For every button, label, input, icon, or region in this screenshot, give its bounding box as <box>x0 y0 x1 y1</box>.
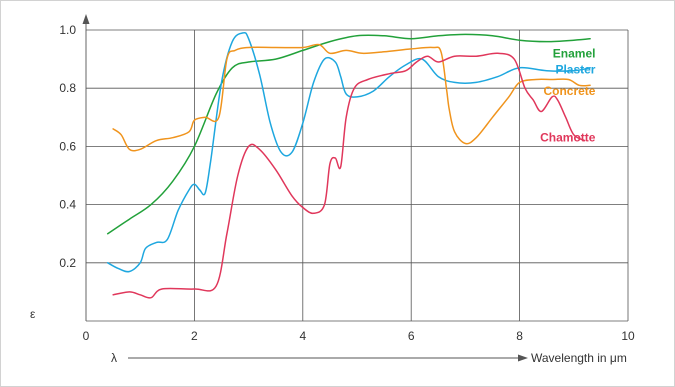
series-label-plaster: Plaster <box>555 62 595 76</box>
x-tick-label: 0 <box>83 329 90 343</box>
series-line-chamotte <box>112 52 586 299</box>
y-tick-label: 1.0 <box>59 23 76 37</box>
x-axis-symbol: λ <box>111 351 117 365</box>
x-tick-label: 4 <box>299 329 306 343</box>
series-label-enamel: Enamel <box>553 46 596 60</box>
y-tick-label: 0.6 <box>59 139 76 153</box>
series-line-enamel <box>106 33 591 235</box>
x-tick-label: 2 <box>191 329 198 343</box>
series-label-concrete: Concrete <box>543 84 595 98</box>
series-line-concrete <box>112 43 591 152</box>
x-tick-label: 8 <box>516 329 523 343</box>
y-tick-label: 0.4 <box>59 198 76 212</box>
x-tick-label: 6 <box>408 329 415 343</box>
x-tick-label: 10 <box>621 329 635 343</box>
y-axis-arrow <box>82 14 90 24</box>
x-axis-arrow <box>518 354 528 362</box>
y-tick-label: 0.8 <box>59 81 76 95</box>
axes: λ Wavelength in μm ε <box>30 14 627 365</box>
series <box>106 31 591 299</box>
series-label-chamotte: Chamotte <box>540 131 596 145</box>
y-tick-label: 0.2 <box>59 256 76 270</box>
grid <box>86 29 629 322</box>
y-axis-label: ε <box>30 307 36 321</box>
x-axis-label: Wavelength in μm <box>531 351 627 365</box>
tick-labels: 0 2 4 6 8 10 0.2 0.4 0.6 0.8 1.0 <box>59 23 635 343</box>
series-labels: Enamel Plaster Concrete Chamotte <box>540 46 596 144</box>
